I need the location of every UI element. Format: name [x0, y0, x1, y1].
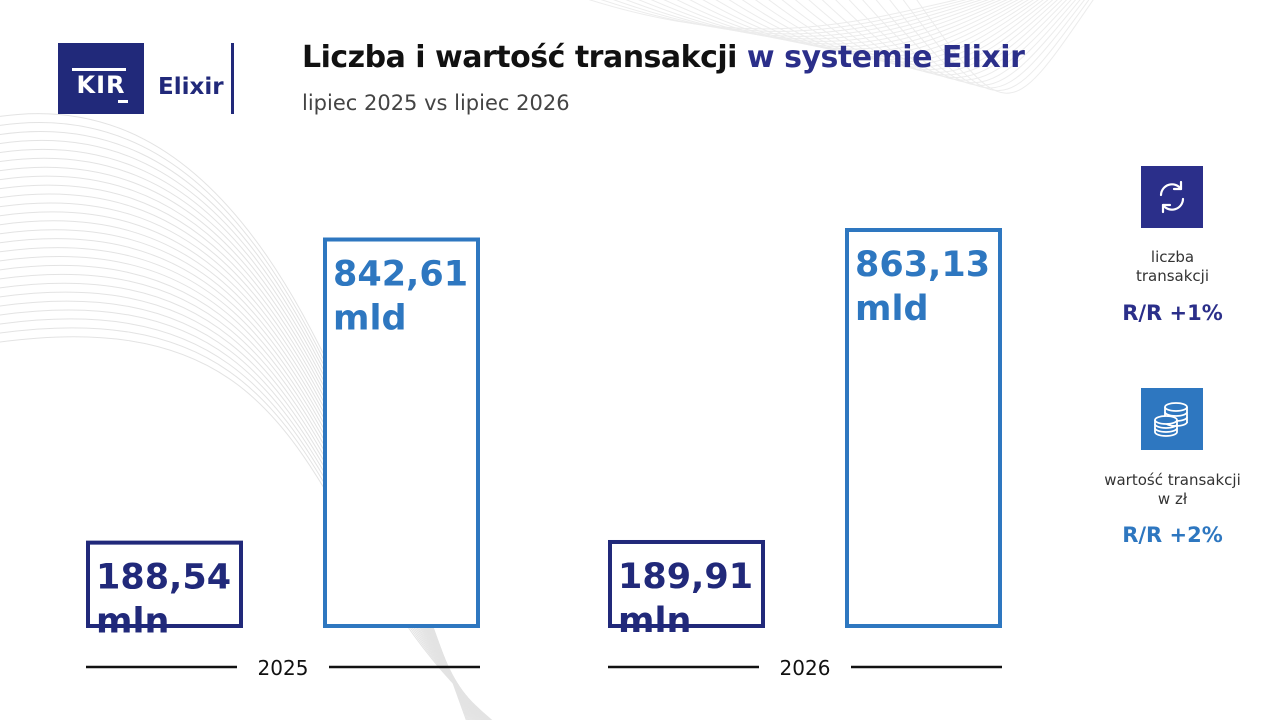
data-label-value: 842,61	[333, 255, 468, 295]
data-label-unit: mld	[333, 299, 407, 339]
coin-stack-icon	[1141, 388, 1203, 450]
count-label: liczba transakcji	[1090, 248, 1255, 286]
elixir-logo-text: Elixir	[158, 74, 224, 100]
logo-kir-text: KIR	[76, 70, 126, 99]
value-change: R/R +2%	[1122, 523, 1223, 547]
count-change: R/R +1%	[1122, 301, 1223, 325]
title-accent: w systemie Elixir	[746, 40, 1025, 75]
value-label-line2: w zł	[1157, 490, 1188, 508]
count-label-line2: transakcji	[1135, 267, 1210, 285]
data-label-unit: mld	[855, 289, 929, 329]
value-label: wartość transakcji w zł	[1090, 471, 1255, 509]
logo-overline	[72, 68, 126, 71]
page-subtitle: lipiec 2025 vs lipiec 2026	[302, 91, 570, 115]
category-label-2025: 2025	[258, 656, 309, 680]
bar-2025-series-2	[323, 237, 480, 628]
data-label-unit: mln	[96, 602, 169, 642]
logo-divider	[231, 43, 234, 114]
kir-logo: KIR	[58, 43, 144, 114]
bar-2026-series-2	[845, 228, 1002, 628]
category-label-2026: 2026	[780, 656, 831, 680]
page-title: Liczba i wartość transakcji w systemie E…	[302, 40, 1025, 75]
logo-dash	[118, 100, 128, 103]
count-label-line1: liczba	[1150, 248, 1195, 266]
data-label-value: 188,54	[96, 558, 231, 598]
data-label-value: 863,13	[855, 245, 990, 285]
value-label-line1: wartość transakcji	[1104, 471, 1241, 489]
refresh-arrows-icon	[1141, 166, 1203, 228]
title-main: Liczba i wartość transakcji	[302, 40, 737, 75]
bar-2026-series-1	[608, 539, 765, 629]
data-label-unit: mln	[618, 601, 691, 641]
bar-2025-series-1	[86, 540, 243, 629]
data-label-value: 189,91	[618, 557, 753, 597]
